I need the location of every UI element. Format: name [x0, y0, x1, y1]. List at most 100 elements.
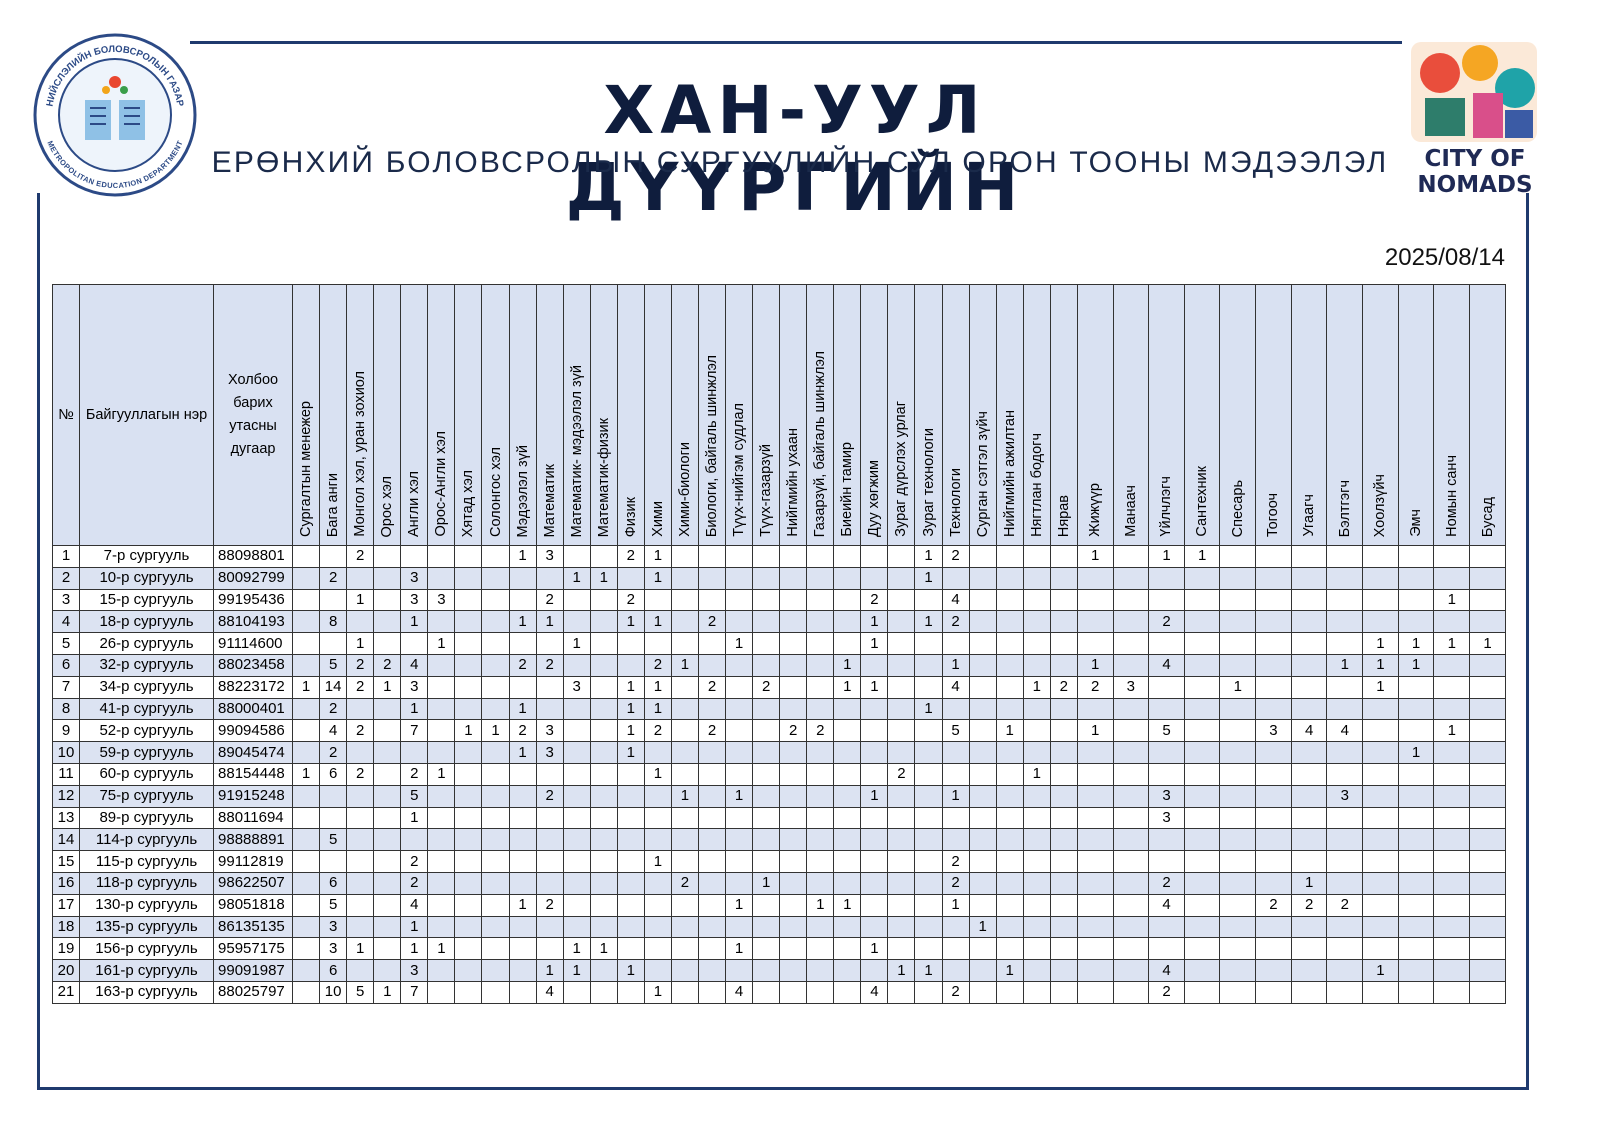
header-cell: Хоолзүйч [1362, 284, 1399, 546]
vacancy-count: 3 [400, 566, 429, 590]
empty-cell [1290, 937, 1328, 961]
vacancy-count: 2 [346, 719, 375, 743]
empty-cell [589, 980, 618, 1004]
vacancy-count: 2 [941, 545, 970, 568]
subtitle: ЕРӨНХИЙ БОЛОВСРОЛЫН СУРГУУЛИЙН СУЛ ОРОН … [211, 146, 1389, 179]
empty-cell [1219, 806, 1257, 830]
header-text: Сургалтын менежер [298, 401, 315, 537]
empty-cell [373, 719, 402, 743]
header-cell: Түүх-газарзүй [752, 284, 781, 546]
empty-cell [1112, 893, 1150, 917]
empty-cell [292, 719, 321, 743]
vacancy-count: 3 [1148, 806, 1185, 830]
empty-cell [508, 675, 537, 699]
empty-cell [914, 806, 943, 830]
empty-cell [1219, 980, 1257, 1004]
empty-cell [508, 588, 537, 612]
header-text: Биологи, байгаль шинжлэл [704, 354, 720, 537]
empty-cell [1397, 697, 1435, 721]
empty-cell [779, 741, 808, 764]
empty-cell [1022, 784, 1051, 808]
empty-cell [508, 632, 537, 655]
vacancy-count: 3 [535, 545, 564, 568]
empty-cell [1219, 762, 1257, 786]
header-cell: Байгууллагын нэр [78, 284, 215, 546]
header-cell: Бусад [1469, 284, 1506, 546]
vacancy-count: 1 [1076, 719, 1114, 743]
header-text: Бусад [1479, 496, 1496, 537]
empty-cell [346, 741, 375, 764]
school-name: 26-р сургууль [78, 632, 215, 655]
vacancy-count: 2 [1255, 893, 1292, 917]
vacancy-count: 1 [1469, 632, 1506, 655]
empty-cell [670, 545, 699, 568]
empty-cell [427, 741, 456, 764]
empty-cell [1076, 893, 1114, 917]
phone: 88104193 [213, 610, 294, 634]
empty-cell [887, 719, 916, 743]
header-text: Эмч [1408, 509, 1425, 537]
empty-cell [535, 915, 564, 939]
header-cell: Номын санч [1433, 284, 1471, 546]
empty-cell [1469, 893, 1506, 917]
row-number: 13 [52, 806, 80, 830]
school-name: 118-р сургууль [78, 871, 215, 895]
empty-cell [1255, 784, 1292, 808]
vacancy-count: 4 [319, 719, 348, 743]
empty-cell [941, 806, 970, 830]
vacancy-count: 2 [535, 893, 564, 917]
empty-cell [1469, 871, 1506, 895]
school-name: 15-р сургууль [78, 588, 215, 612]
header-cell: Жижүүр [1076, 284, 1114, 546]
vacancy-count: 1 [1022, 762, 1051, 786]
empty-cell [779, 893, 808, 917]
empty-cell [725, 610, 754, 634]
empty-cell [968, 697, 997, 721]
empty-cell [752, 915, 781, 939]
header-text: Солонгос хэл [487, 446, 504, 537]
header-cell: № [52, 284, 80, 546]
empty-cell [887, 632, 916, 655]
empty-cell [833, 915, 862, 939]
empty-cell [833, 610, 862, 634]
empty-cell [1362, 545, 1399, 568]
empty-cell [508, 915, 537, 939]
table-row: 8 41-р сургууль 88000401 2 1 1 1 1 1 [52, 697, 1506, 721]
vacancy-count: 1 [1397, 653, 1435, 677]
empty-cell [346, 566, 375, 590]
empty-cell [535, 871, 564, 895]
header-cell: Сантехник [1183, 284, 1221, 546]
empty-cell [806, 784, 835, 808]
empty-cell [806, 588, 835, 612]
vacancy-count: 4 [400, 653, 429, 677]
empty-cell [914, 893, 943, 917]
empty-cell [1022, 959, 1051, 982]
empty-cell [995, 566, 1024, 590]
empty-cell [481, 566, 510, 590]
empty-cell [454, 806, 483, 830]
empty-cell [752, 828, 781, 852]
empty-cell [616, 980, 645, 1004]
empty-cell [427, 697, 456, 721]
logo-text: NOMADS [1417, 172, 1532, 198]
phone: 88223172 [213, 675, 294, 699]
frame-line [1526, 193, 1529, 1089]
empty-cell [481, 741, 510, 764]
empty-cell [779, 959, 808, 982]
school-name: 10-р сургууль [78, 566, 215, 590]
empty-cell [373, 697, 402, 721]
empty-cell [887, 566, 916, 590]
vacancy-count: 3 [535, 741, 564, 764]
empty-cell [914, 980, 943, 1004]
empty-cell [1022, 893, 1051, 917]
vacancy-count: 1 [400, 806, 429, 830]
empty-cell [1076, 610, 1114, 634]
vacancy-count: 1 [1326, 653, 1364, 677]
empty-cell [616, 784, 645, 808]
empty-cell [319, 784, 348, 808]
empty-cell [1362, 893, 1399, 917]
vacancy-count: 1 [454, 719, 483, 743]
empty-cell [1469, 610, 1506, 634]
empty-cell [319, 850, 348, 873]
empty-cell [373, 566, 402, 590]
